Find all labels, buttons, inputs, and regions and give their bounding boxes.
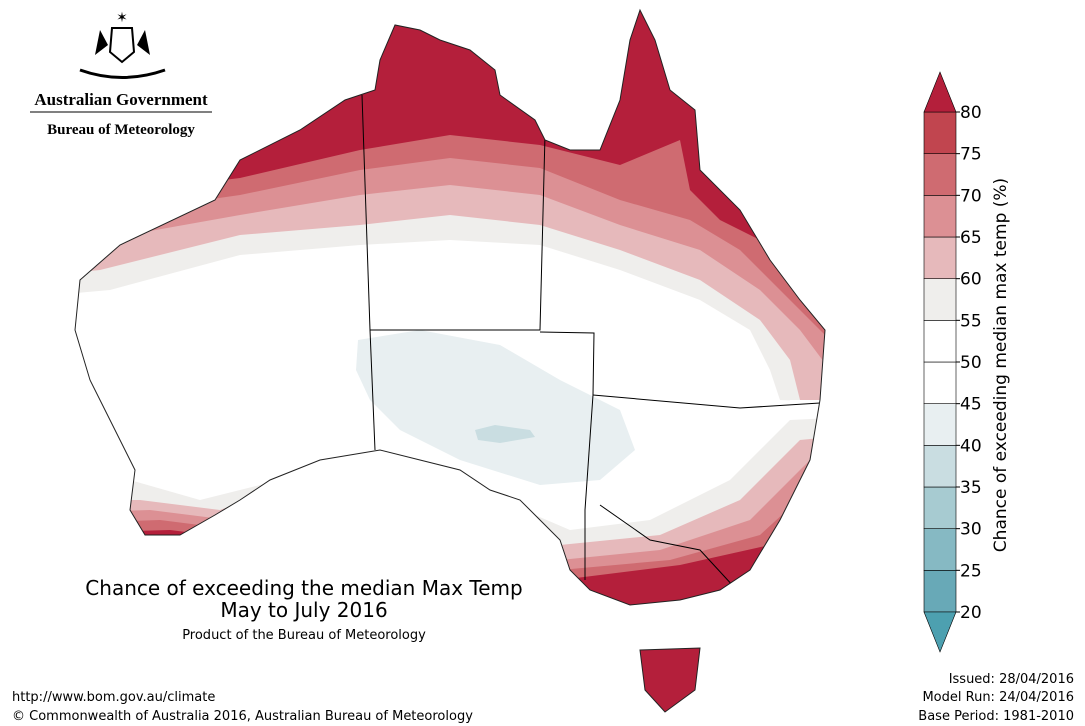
under-arrow [923,611,957,653]
tick-label: 35 [960,478,982,498]
url: http://www.bom.gov.au/climate [12,690,215,705]
tick-label: 25 [960,561,982,581]
color-band [923,403,957,446]
color-band [923,486,957,529]
colorbar-label: Chance of exceeding median max temp (%) [991,178,1011,552]
tick-label: 70 [960,186,982,206]
coastline [74,8,826,713]
tick-label: 30 [960,520,982,540]
contour-band [475,425,535,443]
color-band [923,278,957,321]
tick-label: 50 [960,353,982,373]
color-band [923,153,957,196]
map-subtitle: May to July 2016 [220,598,387,622]
model-run: Model Run: 24/04/2016 [922,690,1074,705]
bureau: Bureau of Meteorology [47,122,195,138]
tick-label: 80 [960,103,982,123]
tick-label: 20 [960,603,982,623]
tick-label: 65 [960,228,982,248]
contour-band [356,330,635,485]
tick-label: 55 [960,311,982,331]
color-band [923,236,957,279]
color-band [923,445,957,488]
map-title: Chance of exceeding the median Max Temp [85,576,522,600]
base-period: Base Period: 1981-2010 [918,709,1074,724]
color-band [923,195,957,238]
color-band [923,528,957,571]
product-note: Product of the Bureau of Meteorology [182,628,426,643]
over-arrow [923,71,957,113]
tick-label: 75 [960,145,982,165]
contour-band [600,640,720,712]
color-band [923,361,957,404]
tick-label: 60 [960,270,982,290]
tick-label: 40 [960,436,982,456]
logo: ✶ Australian Government Bureau of Meteor… [30,10,212,138]
tick-label: 45 [960,395,982,415]
svg-text:✶: ✶ [116,10,128,26]
color-band [923,570,957,613]
agency: Australian Government [34,90,208,109]
color-band [923,111,957,154]
issued: Issued: 28/04/2016 [949,672,1074,687]
copyright: © Commonwealth of Australia 2016, Austra… [12,709,473,724]
colorbar: 20 25 30 35 40 45 50 55 60 65 70 75 80 [923,71,982,653]
color-band [923,320,957,363]
